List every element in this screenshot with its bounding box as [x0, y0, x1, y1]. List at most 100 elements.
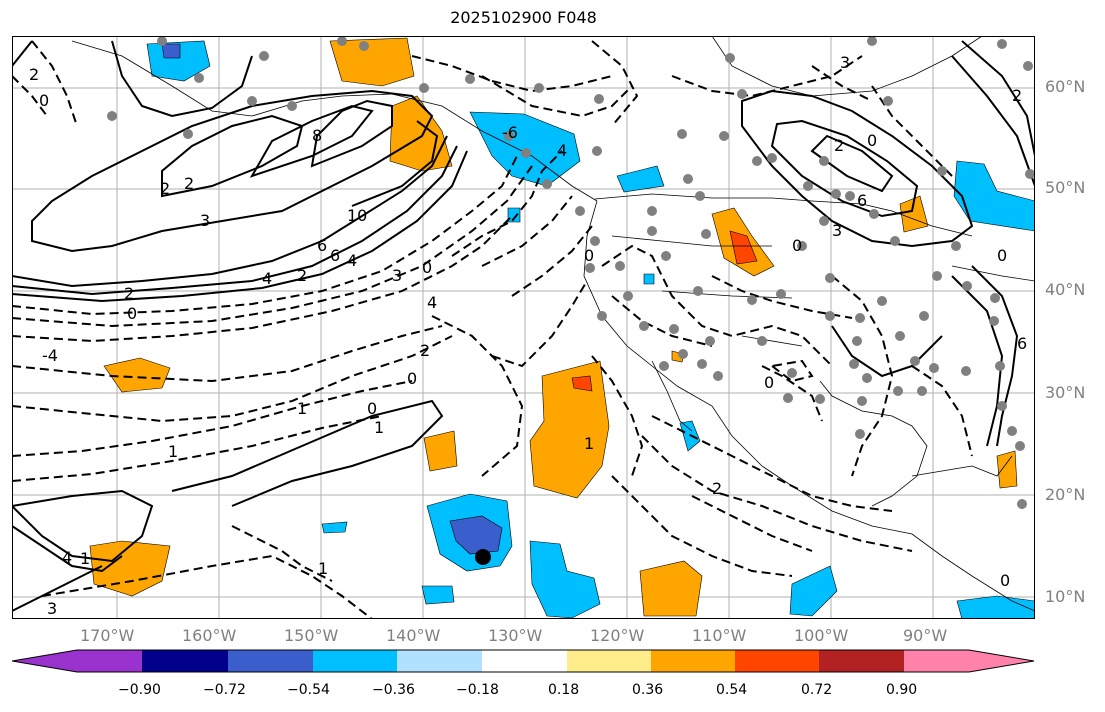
contour-label: 0: [584, 246, 594, 265]
lon-label: 130°W: [488, 626, 543, 645]
anomaly-negative: [321, 521, 348, 534]
contour-label: 0: [792, 236, 802, 255]
anomaly-negative: [789, 565, 838, 617]
lon-label: 160°W: [182, 626, 237, 645]
lon-label: 140°W: [386, 626, 441, 645]
colorbar-segment: [904, 650, 1034, 672]
contour-label: 6: [1017, 334, 1027, 353]
colorbar-segment: [228, 650, 313, 672]
contours-dashed: [12, 40, 973, 619]
colorbar-segment: [482, 650, 567, 672]
colorbar-segment: [397, 650, 482, 672]
anomaly-positive: [639, 560, 703, 617]
lon-label: 170°W: [80, 626, 135, 645]
anomaly-positive: [729, 230, 758, 265]
colorbar-segment: [819, 650, 904, 672]
contour-label: 10: [347, 206, 367, 225]
contour-label: 1: [80, 549, 90, 568]
anomaly-negative: [529, 540, 601, 619]
colorbar-tick-label: −0.90: [118, 682, 161, 698]
anomaly-positive: [103, 357, 171, 393]
contour-label: 0: [764, 373, 774, 392]
contour-label-group: 2 0 2 3 6 8 10 6 4 2 0 2 0 2 3 4 -4 4 2 …: [29, 53, 1027, 618]
colorbar-tick-label: 0.36: [632, 682, 664, 698]
contour-label: 2: [124, 284, 134, 303]
contour-label: 2: [712, 479, 722, 498]
colorbar: [12, 649, 1035, 673]
contour-label: 4: [557, 141, 567, 160]
colorbar-tick-label: −0.36: [372, 682, 415, 698]
anomaly-negative: [449, 515, 503, 555]
shaded-anomalies: [89, 37, 1035, 619]
contour-label: -6: [502, 123, 518, 142]
lon-label: 150°W: [284, 626, 339, 645]
contours-solid: [12, 40, 1035, 612]
contour-label: 1: [584, 434, 594, 453]
colorbar-tick-label: 0.72: [801, 682, 833, 698]
lat-label: 60°N: [1045, 77, 1086, 96]
lon-label: 100°W: [794, 626, 849, 645]
map-title: 2025102900 F048: [450, 8, 597, 27]
contour-label: 3: [832, 221, 842, 240]
contour-label: 0: [127, 304, 137, 323]
anomaly-negative: [643, 273, 655, 285]
contour-label: 2: [160, 179, 170, 198]
contour-label: 2: [184, 174, 194, 193]
anomaly-negative: [953, 160, 1035, 232]
storm-center-dot: [475, 549, 491, 565]
contour-label: 4: [347, 251, 357, 270]
contour-label: 0: [407, 369, 417, 388]
anomaly-positive: [423, 430, 458, 472]
contour-label: 3: [47, 599, 57, 618]
anomaly-negative: [956, 595, 1035, 619]
lat-label: 50°N: [1045, 178, 1086, 197]
anomaly-positive: [89, 540, 171, 597]
contour-label: 1: [168, 442, 178, 461]
contour-label: 0: [1000, 571, 1010, 590]
colorbar-tick-label: 0.54: [716, 682, 748, 698]
contour-label: 1: [318, 559, 328, 578]
contour-label: 4: [62, 548, 72, 567]
colorbar-tick-label: −0.54: [287, 682, 330, 698]
anomaly-negative: [616, 165, 665, 193]
station-dots: [107, 36, 1035, 509]
colorbar-tick-label: 0.90: [886, 682, 918, 698]
contour-label: 2: [297, 266, 307, 285]
contour-label: 4: [427, 293, 437, 312]
contour-label: 0: [422, 258, 432, 277]
anomaly-negative: [421, 585, 455, 605]
colorbar-segment: [313, 650, 397, 672]
contour-label: 1: [374, 418, 384, 437]
anomaly-negative: [161, 43, 181, 59]
contour-label: 6: [330, 246, 340, 265]
lat-label: 40°N: [1045, 280, 1086, 299]
colorbar-segment: [567, 650, 651, 672]
contour-label: 3: [840, 53, 850, 72]
map-frame: [12, 36, 1035, 619]
contour-label: 6: [317, 236, 327, 255]
anomaly-positive: [529, 360, 610, 499]
anomaly-negative: [507, 207, 521, 223]
colorbar-segment: [735, 650, 819, 672]
lon-label: 120°W: [590, 626, 645, 645]
lat-label: 20°N: [1045, 485, 1086, 504]
contour-label: 4: [262, 269, 272, 288]
colorbar-tick-label: −0.72: [203, 682, 246, 698]
contour-label: 0: [867, 131, 877, 150]
contour-label: 8: [312, 126, 322, 145]
colorbar-tick-label: 0.18: [548, 682, 580, 698]
lat-label: 30°N: [1045, 383, 1086, 402]
lon-label: 110°W: [692, 626, 747, 645]
contour-label: 2: [1012, 86, 1022, 105]
contour-label: 6: [857, 191, 867, 210]
contour-label: 3: [200, 211, 210, 230]
contour-label: 1: [297, 399, 307, 418]
anomaly-positive: [571, 375, 593, 392]
colorbar-segment: [651, 650, 735, 672]
contour-label: 2: [834, 136, 844, 155]
coastlines: [71, 36, 1035, 612]
lat-label: 10°N: [1045, 587, 1086, 606]
forecast-map: 2 0 2 3 6 8 10 6 4 2 0 2 0 2 3 4 -4 4 2 …: [12, 36, 1035, 619]
contour-label: 0: [997, 246, 1007, 265]
contour-label: 2: [420, 341, 430, 360]
